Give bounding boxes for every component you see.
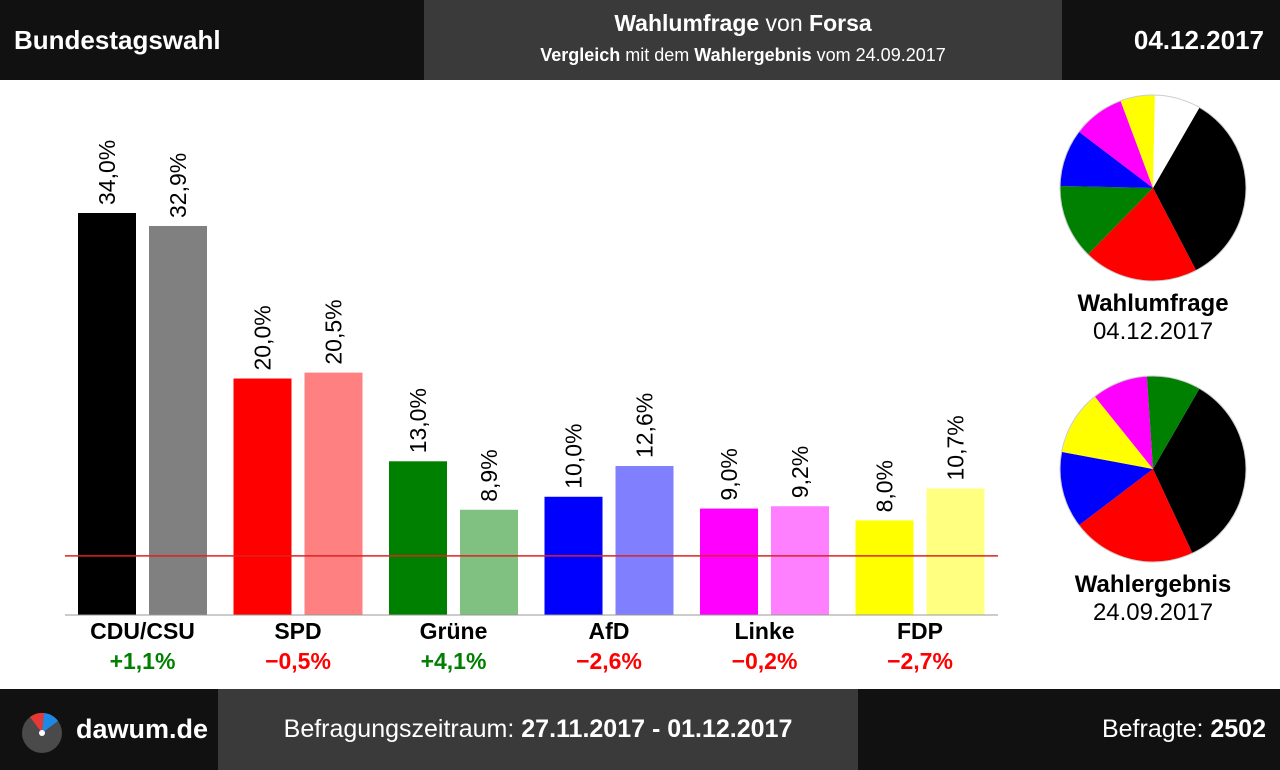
bar-label-result-0: 32,9% [165,153,191,218]
bar-label-poll-2: 13,0% [405,388,431,453]
bar-label-poll-5: 8,0% [872,460,898,512]
pie-slice-1-0 [1153,388,1246,554]
bar-chart: 34,0% 32,9% CDU/CSU +1,1% 20,0% 20,5% SPD −0,5%… [65,140,998,674]
pie-slice-0-4 [1078,100,1153,188]
bar-result-1 [304,372,363,615]
pie-outline-0 [1059,94,1247,282]
bar-label-result-2: 8,9% [476,449,502,501]
header-bar: Bundestagswahl Wahlumfrage von Forsa Ver… [0,0,1280,80]
category-label-1: SPD [274,618,321,644]
bar-poll-1 [233,378,292,615]
category-label-5: FDP [897,618,943,644]
subtitle-compare: Vergleich [540,45,621,65]
bar-label-poll-4: 9,0% [716,448,742,500]
header-title-block: Wahlumfrage von Forsa Vergleich mit dem … [424,0,1062,80]
dawum-logo-icon [22,712,62,753]
pie-outline-1 [1059,375,1247,563]
pie-chart-result [1059,375,1247,563]
footer-period: Befragungszeitraum: 27.11.2017 - 01.12.2… [218,689,858,770]
pie-slice-0-0 [1153,107,1246,271]
period-label: Befragungszeitraum: [283,715,522,743]
change-label-4: −0,2% [732,648,798,674]
pie-poll-title: Wahlumfrage [1077,290,1229,317]
bar-result-5 [926,488,985,615]
respondents-label: Befragte: [1101,715,1211,743]
pie-result-title: Wahlergebnis [1074,571,1232,598]
subtitle-result: Wahlergebnis [694,45,812,65]
pie-slice-1-1 [1078,469,1193,562]
pie-slice-0-1 [1087,188,1197,281]
pie-chart-poll [1059,94,1247,282]
subtitle-date: vom 24.09.2017 [811,45,946,65]
pie-slice-1-5 [1146,376,1200,469]
pie-slice-1-3 [1061,396,1153,469]
change-label-5: −2,7% [887,648,953,674]
pie-result-date: 24.09.2017 [1092,599,1214,626]
pie-slice-0-5 [1120,95,1155,188]
title-mid: von [759,10,810,36]
title-institute: Forsa [809,10,872,36]
header-election-label: Bundestagswahl [14,25,221,55]
header-title: Wahlumfrage von Forsa [424,10,1062,37]
pie-poll-date: 04.12.2017 [1092,318,1214,345]
footer-bar: dawum.de Befragungszeitraum: 27.11.2017 … [0,689,1280,770]
pie-slice-0-6 [1153,95,1200,188]
category-label-3: AfD [589,618,630,644]
bar-label-result-1: 20,5% [321,299,347,364]
bar-result-4 [771,506,829,615]
pie-slice-1-2 [1060,451,1153,526]
bar-label-poll-3: 10,0% [561,424,587,489]
change-label-3: −2,6% [576,648,642,674]
title-poll: Wahlumfrage [614,10,760,36]
category-label-2: Grüne [420,618,488,644]
bar-poll-5 [855,520,914,615]
bar-label-result-3: 12,6% [632,393,658,458]
change-label-2: +4,1% [421,648,487,674]
period-value: 27.11.2017 - 01.12.2017 [521,715,793,743]
bar-poll-4 [700,508,758,615]
bar-result-0 [149,226,207,615]
pie-slice-0-3 [1060,131,1153,188]
pie-slice-0-2 [1060,186,1153,255]
subtitle-mid: mit dem [620,45,695,65]
change-label-0: +1,1% [110,648,176,674]
bar-poll-0 [78,213,136,615]
category-label-0: CDU/CSU [90,618,195,644]
header-subtitle: Vergleich mit dem Wahlergebnis vom 24.09… [424,45,1062,66]
bar-label-poll-0: 34,0% [94,140,120,205]
respondents-value: 2502 [1210,715,1266,743]
bar-label-poll-1: 20,0% [250,305,276,370]
footer-respondents: Befragte: 2502 [1102,689,1266,770]
bar-label-result-4: 9,2% [787,446,813,498]
pie-result-caption: Wahlergebnis 24.09.2017 [1040,571,1266,627]
change-label-1: −0,5% [265,648,331,674]
pie-poll-caption: Wahlumfrage 04.12.2017 [1040,290,1266,346]
bar-poll-2 [389,461,447,615]
pie-slice-1-4 [1094,376,1153,469]
bar-result-2 [460,509,518,615]
header-date: 04.12.2017 [1133,25,1264,55]
bar-label-result-5: 10,7% [943,415,969,480]
category-label-4: Linke [734,618,794,644]
footer-brand[interactable]: dawum.de [76,714,209,744]
bar-result-3 [615,466,674,615]
